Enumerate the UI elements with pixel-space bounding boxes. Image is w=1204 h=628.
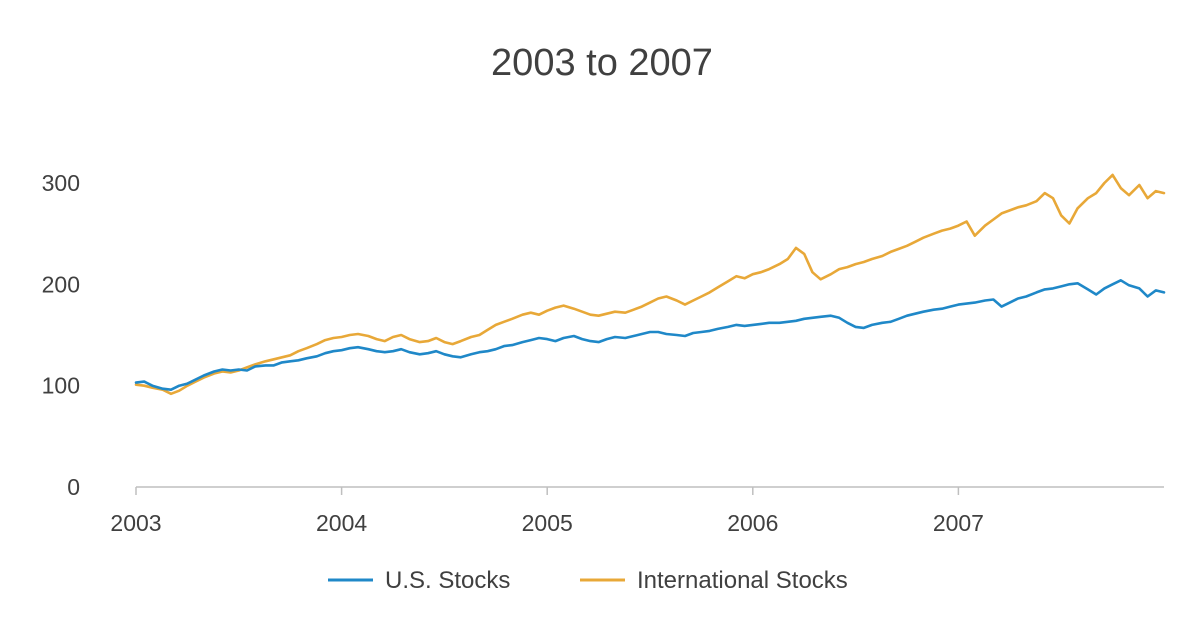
legend-label-international-stocks: International Stocks [637, 567, 848, 594]
y-tick-label: 300 [42, 170, 80, 196]
legend-label-u-s-stocks: U.S. Stocks [385, 567, 510, 594]
series-line-international-stocks [134, 173, 1166, 396]
series-line-u-s-stocks [134, 278, 1166, 392]
x-tick-label: 2007 [933, 510, 984, 536]
x-tick-label: 2005 [522, 510, 573, 536]
y-tick-label: 0 [67, 474, 80, 500]
axis-ticks: 2003 2004 2005 2006 2007 0 100 200 300 [42, 170, 984, 536]
series-lines [134, 173, 1166, 396]
x-tick-label: 2004 [316, 510, 367, 536]
legend: U.S. Stocks International Stocks [328, 567, 848, 594]
y-tick-label: 100 [42, 373, 80, 399]
chart-title: 2003 to 2007 [491, 42, 713, 84]
x-tick-label: 2003 [110, 510, 161, 536]
x-tick-label: 2006 [727, 510, 778, 536]
y-tick-label: 200 [42, 271, 80, 297]
